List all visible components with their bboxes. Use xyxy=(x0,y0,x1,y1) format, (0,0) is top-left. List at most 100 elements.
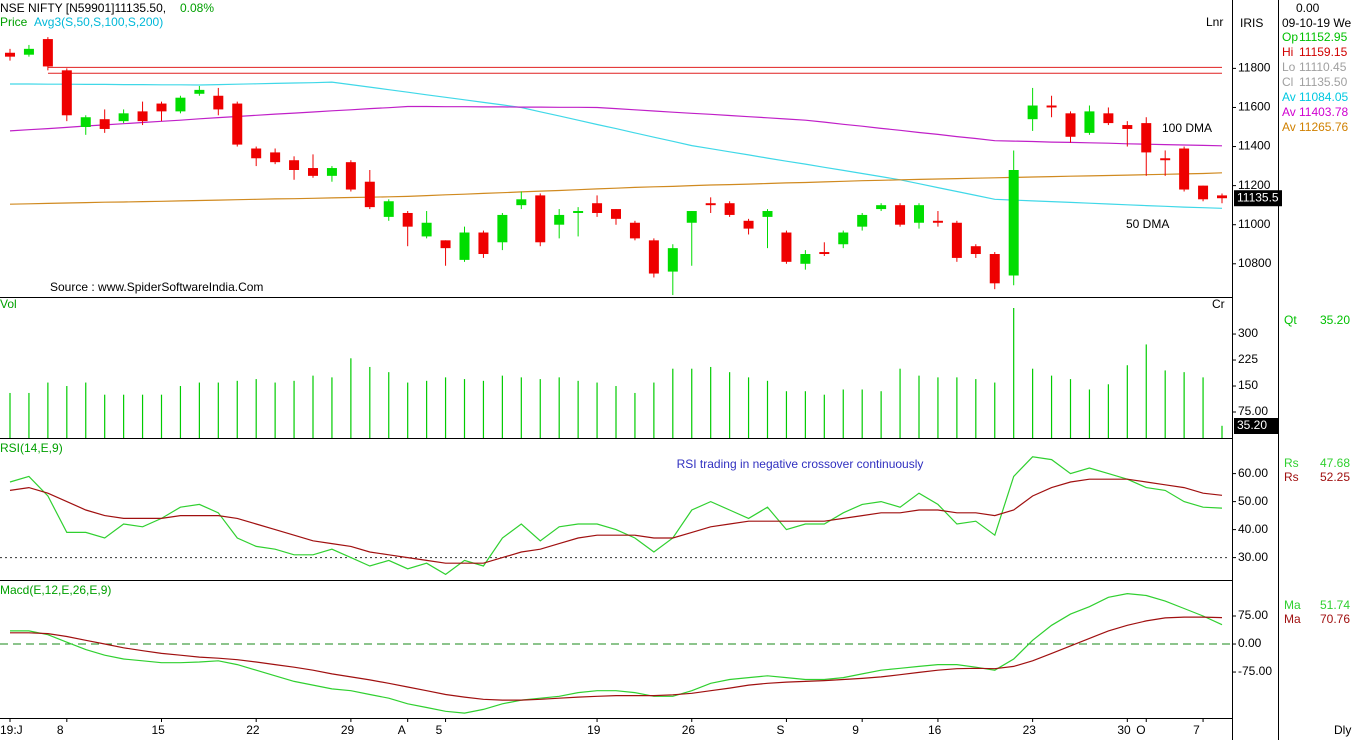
date: 09-10-19 We xyxy=(1282,16,1351,30)
app-name: IRIS xyxy=(1240,16,1263,30)
x-tick-label: 29 xyxy=(341,723,355,737)
candle-body xyxy=(175,97,186,112)
annotation: 100 DMA xyxy=(1162,121,1212,135)
y-tick-label: 11400 xyxy=(1238,139,1271,153)
candle-body xyxy=(838,232,849,245)
readout-label: Rs xyxy=(1284,456,1299,470)
candle-body xyxy=(781,232,792,262)
panel-title: Vol xyxy=(0,297,17,311)
readout-value: 35.20 xyxy=(1320,313,1350,327)
panel-title: RSI(14,E,9) xyxy=(0,441,63,455)
readout-label: Lo xyxy=(1282,60,1296,74)
y-tick-label: 10800 xyxy=(1238,256,1272,270)
readout-value: 11110.45 xyxy=(1299,60,1347,74)
candle-body xyxy=(308,168,318,176)
candle-body xyxy=(1217,195,1227,199)
candle-body xyxy=(118,113,129,122)
candle-body xyxy=(23,48,34,55)
candle-body xyxy=(667,248,678,272)
candle-body xyxy=(232,103,243,145)
candle-body xyxy=(251,148,262,159)
y-tick-label: 40.00 xyxy=(1238,522,1268,536)
readout-value: 52.25 xyxy=(1320,470,1350,484)
y-tick-label: 300 xyxy=(1238,326,1258,340)
candle-body xyxy=(1027,105,1038,120)
candle-body xyxy=(686,211,697,223)
candle-body xyxy=(914,205,924,223)
candle-body xyxy=(819,252,830,255)
readout-value: 51.74 xyxy=(1320,598,1350,612)
readout-label: Av xyxy=(1282,105,1296,119)
x-tick-label: 22 xyxy=(246,723,260,737)
readout-label: Rs xyxy=(1284,470,1299,484)
readout-label: Ma xyxy=(1284,612,1301,626)
readout-label: Av xyxy=(1282,120,1296,134)
y-tick-label: 150 xyxy=(1238,378,1258,392)
indicator-line xyxy=(10,81,1223,209)
x-tick-label: 19:J xyxy=(0,723,23,737)
readout-label: Av xyxy=(1282,90,1296,104)
candle-body xyxy=(42,39,53,67)
y-tick-label: 11600 xyxy=(1238,100,1271,114)
y-tick-label: 11000 xyxy=(1238,217,1271,231)
y-tick-label: 0.00 xyxy=(1238,636,1262,650)
period: Dly xyxy=(1334,723,1351,737)
indicator-line xyxy=(9,172,1223,205)
readout-value: 11265.76 xyxy=(1299,120,1348,134)
candle-body xyxy=(1179,148,1190,190)
annotation: Source : www.SpiderSoftwareIndia.Com xyxy=(50,280,263,294)
readout-label: Ma xyxy=(1284,598,1301,612)
candle-body xyxy=(1141,123,1152,153)
candle-body xyxy=(402,212,413,227)
readout-label: Qt xyxy=(1284,313,1297,327)
candle-body xyxy=(989,254,1000,284)
x-tick-label: S xyxy=(776,723,784,737)
candle-body xyxy=(800,254,811,264)
candle-body xyxy=(611,209,621,219)
x-tick-label: 7 xyxy=(1193,723,1200,737)
candle-body xyxy=(1084,111,1095,133)
candle-body xyxy=(99,119,110,129)
readout-value: 11159.15 xyxy=(1299,45,1348,59)
y-tick-label: 11200 xyxy=(1238,178,1271,192)
readout-label: Op xyxy=(1282,30,1298,44)
readout-value: 11135.50 xyxy=(1299,75,1348,89)
x-tick-label: 5 xyxy=(436,723,443,737)
x-tick-label: 26 xyxy=(682,723,696,737)
scale-label: Lnr xyxy=(1206,15,1223,29)
candle-body xyxy=(970,246,981,255)
candle-body xyxy=(1008,169,1019,276)
candle-body xyxy=(326,168,337,176)
candle-body xyxy=(743,220,754,229)
candle-body xyxy=(383,201,394,217)
readout-value: 11152.95 xyxy=(1299,30,1348,44)
candle-body xyxy=(478,232,489,255)
change: 0.08% xyxy=(180,1,214,15)
price-label: Price xyxy=(0,15,28,29)
candle-body xyxy=(895,205,906,225)
x-tick-label: A xyxy=(398,723,406,737)
indicator-line xyxy=(9,456,1223,576)
candle-body xyxy=(497,214,508,243)
readout-label: Hi xyxy=(1282,45,1293,59)
x-tick-label: 8 xyxy=(57,723,64,737)
candle-body xyxy=(5,52,15,57)
indicator-line xyxy=(10,616,1223,701)
y-tick-label: 50.00 xyxy=(1238,494,1268,508)
last-volume-tag xyxy=(1234,418,1278,434)
x-tick-label: 23 xyxy=(1023,723,1037,737)
top-value: 0.00 xyxy=(1296,1,1320,15)
readout-value: 11403.78 xyxy=(1299,105,1348,119)
candle-body xyxy=(289,160,300,170)
candle-body xyxy=(554,214,565,225)
readout-value: 11084.05 xyxy=(1299,90,1348,104)
candle-body xyxy=(1198,185,1209,200)
candle-body xyxy=(345,162,356,190)
candle-body xyxy=(440,240,451,249)
candle-body xyxy=(876,205,887,210)
candle-body xyxy=(951,222,962,258)
last-price-tag xyxy=(1234,190,1282,207)
readout-value: 47.68 xyxy=(1320,456,1350,470)
unit-label: Cr xyxy=(1212,297,1225,311)
candle-body xyxy=(1122,125,1133,129)
